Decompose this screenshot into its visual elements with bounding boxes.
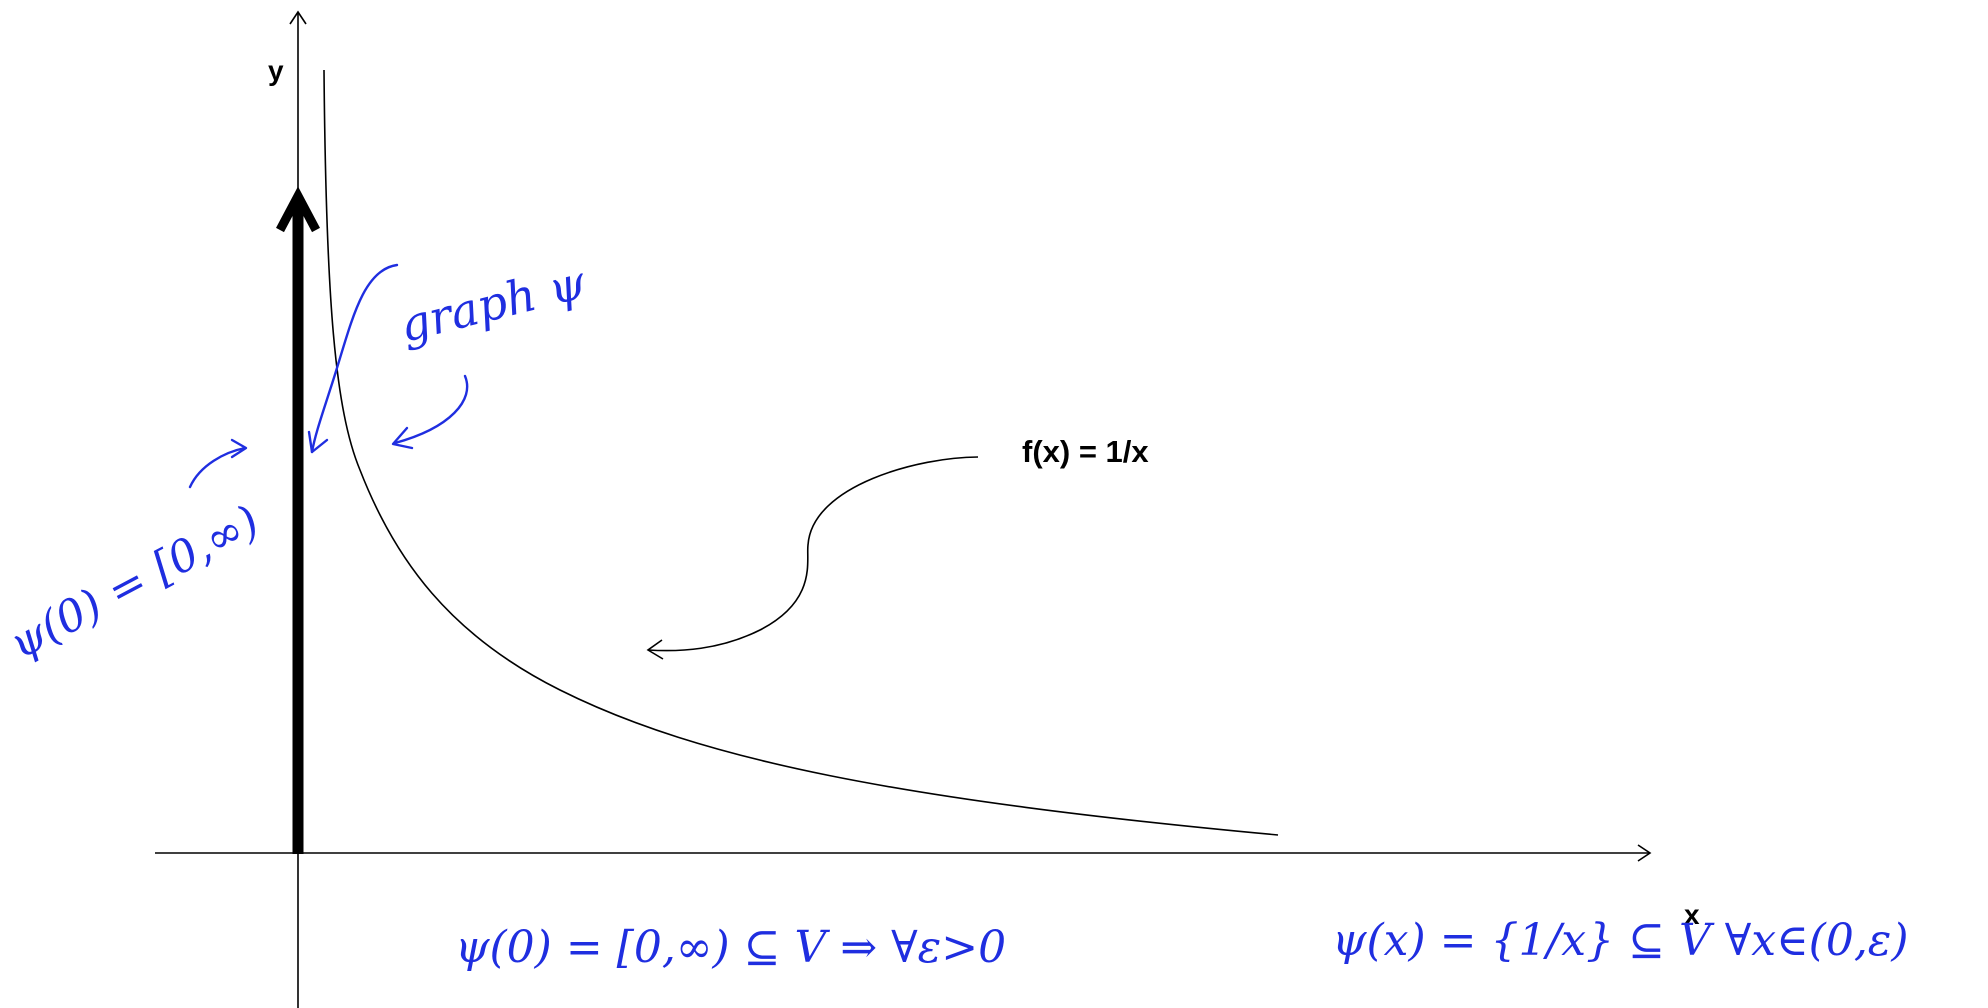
function-label: f(x) = 1/x bbox=[1022, 434, 1149, 469]
graph-psi-arrow-left bbox=[307, 263, 399, 454]
function-pointer-arrow bbox=[646, 456, 979, 660]
x-axis-label: x bbox=[1684, 899, 1700, 930]
y-axis-label: y bbox=[268, 55, 284, 86]
psi-zero-annotation: ψ(0) = [0,∞) bbox=[1, 496, 267, 670]
bottom-statement-left: ψ(0) = [0,∞) ⊆ V ⇒ ∀ε>0 bbox=[455, 922, 1006, 973]
graph-psi-arrow-right bbox=[391, 374, 469, 450]
graph-psi-annotation: graph ψ bbox=[395, 254, 592, 352]
bottom-statement-right: ψ(x) = {1/x} ⊆ V ∀x∈(0,ε) bbox=[1332, 915, 1909, 966]
reciprocal-curve bbox=[323, 69, 1279, 836]
psi-zero-arrow bbox=[188, 438, 248, 489]
x-axis bbox=[155, 844, 1652, 862]
graph-psi-thick-segment bbox=[276, 186, 320, 854]
